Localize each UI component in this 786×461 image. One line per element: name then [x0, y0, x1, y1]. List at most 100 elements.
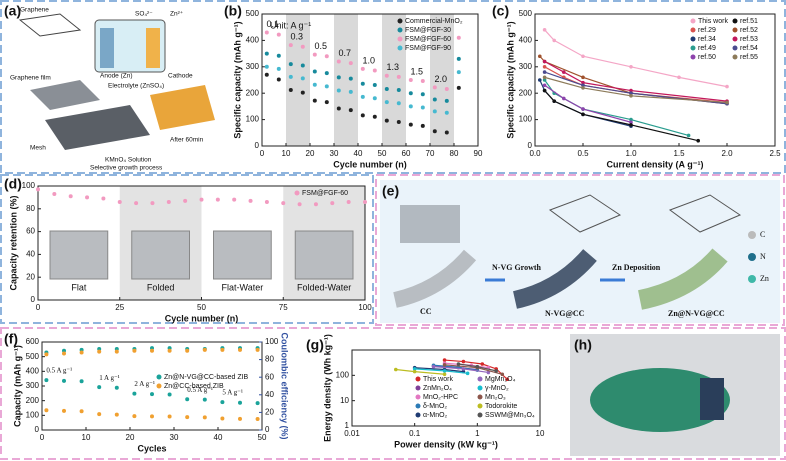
panel-e-legend: N [760, 252, 766, 261]
data-point [542, 65, 547, 69]
x-tick-label: 60 [402, 149, 411, 158]
legend-label: Commercial-MnO₂ [405, 18, 463, 25]
legend-swatch [477, 403, 483, 409]
data-point [79, 379, 84, 384]
data-point [542, 78, 547, 82]
x-axis-label: Cycles [137, 443, 166, 453]
data-point [255, 417, 260, 421]
data-point [336, 106, 341, 111]
y-axis-label: Specific capacity (mAh g⁻¹) [232, 21, 242, 138]
data-point [629, 117, 633, 122]
x-tick-label: 2.0 [721, 149, 733, 158]
data-point [276, 77, 281, 82]
panel-label: (g) [306, 337, 324, 353]
data-point [372, 114, 377, 119]
y-tick-label: 500 [519, 9, 533, 18]
legend-swatch [732, 18, 738, 24]
data-point [581, 80, 585, 85]
data-point [629, 91, 633, 95]
x-tick-label: 80 [450, 149, 459, 158]
annotation: Unit: A g⁻¹ [270, 20, 311, 30]
y-tick-label: 100 [246, 115, 260, 124]
data-point [420, 105, 425, 110]
annotation: 0.7 [339, 48, 352, 58]
data-point [629, 120, 633, 125]
data-point [384, 73, 389, 78]
data-point [232, 197, 237, 202]
y-tick-label: 100 [22, 181, 36, 190]
data-point [336, 75, 341, 80]
photo-caption: Flat [71, 282, 87, 292]
panel-a-text: Electrolyte (ZnSO₄) [108, 83, 164, 90]
x-tick-label: 0.5 [577, 149, 589, 158]
y-tick-label: 400 [26, 366, 40, 375]
panel-a-text: Cathode [168, 73, 193, 80]
shaded-band [382, 14, 406, 146]
data-point [677, 75, 681, 80]
y-tick-label: 0 [31, 295, 36, 304]
x-tick-label: 50 [197, 303, 206, 312]
data-point [255, 401, 260, 406]
data-point [581, 107, 585, 111]
legend-label: ref.52 [740, 27, 758, 34]
data-point [348, 108, 353, 113]
y2-tick-label: 0 [265, 425, 270, 434]
legend-swatch [748, 231, 756, 239]
data-point [581, 54, 585, 59]
data-point [396, 88, 401, 93]
legend-label: Todorokite [485, 403, 517, 410]
data-point [461, 367, 466, 371]
x-tick-label: 0.0 [529, 149, 541, 158]
x-tick-label: 50 [258, 433, 267, 442]
data-point [79, 350, 84, 355]
y-tick-label: 400 [519, 36, 533, 45]
data-point [324, 100, 329, 105]
data-point [542, 70, 547, 74]
legend-swatch [477, 385, 483, 391]
legend-label: Zn@N-VG@CC-based ZIB [164, 374, 249, 381]
legend-swatch [415, 385, 421, 391]
panel-a-text: Graphene film [10, 75, 51, 82]
data-point [432, 129, 437, 134]
anode [100, 28, 114, 68]
legend-swatch [415, 376, 421, 382]
data-point [238, 347, 242, 352]
data-point [542, 88, 547, 93]
data-point [52, 191, 57, 196]
x-tick-label: 30 [170, 433, 179, 442]
data-point [300, 76, 305, 81]
data-point [264, 64, 269, 69]
plot-frame [534, 13, 776, 147]
data-point [313, 202, 318, 207]
y-tick-label: 300 [246, 62, 260, 71]
data-point [372, 68, 377, 73]
data-point [264, 30, 269, 35]
y2-tick-label: 100 [265, 337, 279, 346]
panel-h-photo [570, 334, 780, 456]
data-point [360, 66, 365, 71]
legend-label: ref.34 [698, 36, 716, 43]
data-point [420, 92, 425, 97]
data-point [420, 123, 425, 128]
data-point [281, 201, 286, 206]
data-point [185, 348, 190, 353]
data-point [117, 199, 122, 204]
data-point [167, 348, 172, 353]
data-point [456, 35, 461, 40]
panel-a-art [18, 13, 215, 150]
data-point [202, 397, 207, 402]
data-point [629, 94, 633, 98]
data-point [276, 66, 281, 71]
photo-caption: Folded-Water [297, 282, 351, 292]
data-point [264, 72, 269, 77]
legend-swatch [477, 412, 483, 418]
photo-caption: Flat-Water [222, 282, 264, 292]
data-point [324, 84, 329, 89]
data-point [408, 91, 413, 96]
data-point [62, 408, 66, 413]
glove [590, 368, 730, 432]
y-tick-label: 300 [519, 62, 533, 71]
shaded-band [286, 14, 310, 146]
legend-swatch [732, 45, 738, 51]
annotation: 5 A g⁻¹ [222, 389, 243, 397]
